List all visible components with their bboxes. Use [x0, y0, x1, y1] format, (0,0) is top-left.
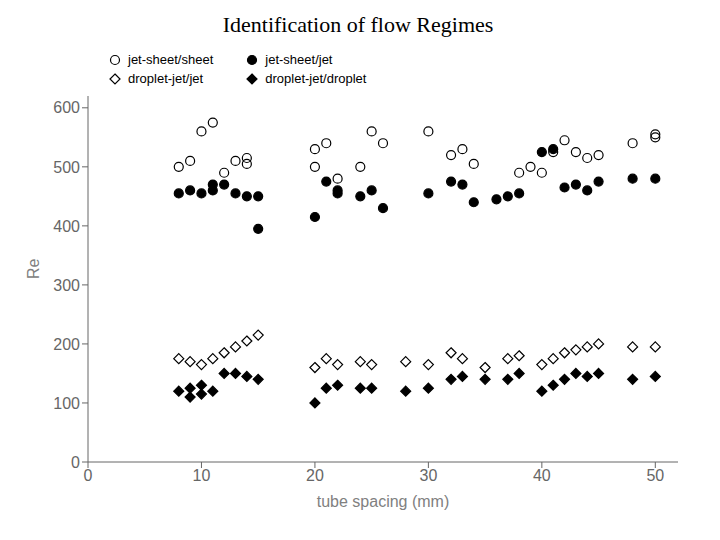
svg-text:200: 200 — [53, 336, 80, 353]
svg-text:100: 100 — [53, 395, 80, 412]
svg-text:0: 0 — [71, 454, 80, 471]
svg-text:600: 600 — [53, 99, 80, 116]
svg-text:300: 300 — [53, 277, 80, 294]
svg-text:tube spacing (mm): tube spacing (mm) — [317, 493, 450, 510]
html-text:Identification of flow Regimes: Identification of flow Regimes — [222, 12, 494, 37]
svg-text:400: 400 — [53, 218, 80, 235]
html-text:jet-sheet/jet: jet-sheet/jet — [265, 52, 333, 67]
html-text:jet-sheet/sheet: jet-sheet/sheet — [128, 52, 214, 67]
svg-text:Re: Re — [25, 258, 42, 279]
svg-text:50: 50 — [646, 467, 664, 484]
svg-text:0: 0 — [84, 467, 93, 484]
html-text:droplet-jet/jet: droplet-jet/jet — [128, 71, 204, 86]
svg-text:20: 20 — [306, 467, 324, 484]
html-text:droplet-jet/droplet: droplet-jet/droplet — [265, 71, 367, 86]
svg-text:10: 10 — [193, 467, 211, 484]
svg-text:30: 30 — [419, 467, 437, 484]
svg-text:40: 40 — [533, 467, 551, 484]
svg-text:500: 500 — [53, 159, 80, 176]
